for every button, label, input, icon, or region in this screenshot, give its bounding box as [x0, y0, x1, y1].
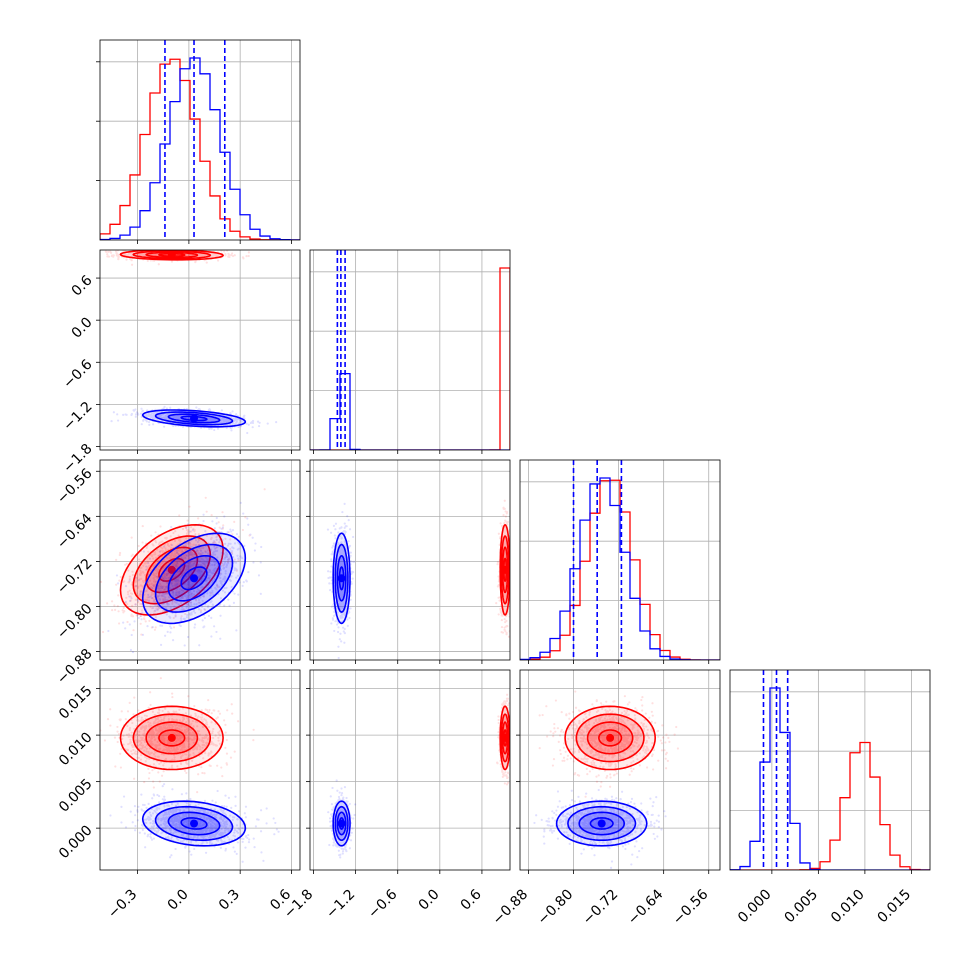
y-tick-label: −0.64	[54, 511, 96, 553]
x-tick-label: 0.0	[416, 887, 443, 914]
y-tick-label: 0.010	[56, 729, 96, 769]
x-tick-label: −0.72	[580, 887, 622, 929]
panel-frame	[309, 669, 511, 871]
panels	[99, 39, 931, 871]
panel-0-0	[99, 39, 301, 241]
tick-labels: −0.3 0.0 0.3 0.6−1.8 −1.2 −0.6 0.0 0.6 −0.88 −0.8…	[54, 61, 915, 929]
density-peak-blue	[337, 574, 346, 583]
density-peak-red	[167, 250, 176, 259]
density-peak-red	[167, 733, 176, 742]
x-tick-label: −1.2	[323, 887, 358, 922]
panel-2-1	[309, 459, 511, 661]
y-tick-label: 0.0	[69, 315, 96, 342]
histogram-red	[100, 58, 300, 240]
y-tick-label: −0.72	[54, 556, 96, 598]
y-tick-label: −0.80	[54, 601, 96, 643]
panel-frame	[519, 669, 721, 871]
y-tick-label: −0.88	[54, 646, 96, 688]
histogram-blue	[100, 57, 300, 240]
y-tick-label: 0.6	[69, 272, 96, 299]
density-peak-blue	[190, 574, 199, 583]
x-tick-label: 0.000	[735, 887, 775, 927]
x-tick-label: 0.015	[875, 887, 915, 927]
density-peak-red	[606, 733, 615, 742]
x-tick-label: −0.56	[670, 886, 712, 928]
y-tick-label: −1.2	[60, 399, 95, 434]
density-peak-red	[501, 565, 510, 574]
density-peak-blue	[337, 819, 346, 828]
x-tick-label: −0.3	[105, 887, 140, 922]
y-tick-label: 0.005	[56, 776, 96, 816]
density-peak-blue	[190, 819, 199, 828]
panel-1-0	[99, 249, 301, 451]
x-tick-label: −0.64	[625, 886, 667, 928]
panel-frame	[519, 459, 721, 661]
panel-3-0	[99, 669, 301, 871]
x-tick-label: −0.88	[490, 887, 532, 929]
density-peak-red	[501, 733, 510, 742]
panel-frame	[99, 459, 301, 661]
panel-3-3	[729, 669, 931, 871]
x-tick-label: −0.80	[535, 887, 577, 929]
histogram-blue	[730, 687, 930, 870]
y-tick-label: 0.015	[56, 683, 96, 723]
x-tick-label: 0.0	[165, 887, 192, 914]
histogram-blue	[520, 477, 720, 660]
panel-frame	[99, 39, 301, 241]
panel-frame	[99, 249, 301, 451]
panel-3-2	[519, 669, 721, 871]
panel-2-0	[99, 459, 301, 661]
panel-frame	[309, 459, 511, 661]
x-tick-label: 0.3	[216, 887, 243, 914]
histogram-red	[310, 267, 510, 450]
density-peak-blue	[190, 414, 199, 423]
x-tick-label: −0.6	[365, 886, 400, 921]
y-tick-label: 0.000	[56, 822, 96, 862]
histogram-blue	[310, 372, 510, 450]
panel-frame	[309, 249, 511, 451]
density-peak-red	[167, 565, 176, 574]
panel-3-1	[309, 669, 511, 871]
x-tick-label: 0.010	[828, 887, 868, 927]
density-peak-blue	[597, 819, 606, 828]
panel-frame	[99, 669, 301, 871]
y-tick-label: −0.6	[60, 357, 95, 392]
x-tick-label: 0.6	[458, 886, 485, 913]
panel-2-2	[519, 459, 721, 661]
scatter-red	[538, 690, 680, 798]
panel-frame	[729, 669, 931, 871]
panel-1-1	[309, 249, 511, 451]
x-tick-label: 0.005	[782, 887, 822, 927]
